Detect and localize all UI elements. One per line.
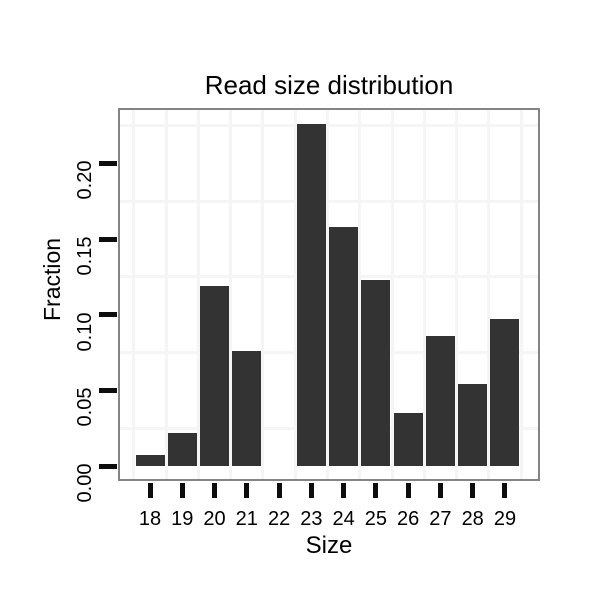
x-tick	[276, 483, 282, 498]
bar	[425, 335, 455, 466]
plot-panel	[118, 108, 540, 481]
x-tick-label: 27	[429, 508, 452, 530]
y-tick-label: 0.00	[74, 463, 96, 503]
x-tick-label: 18	[138, 508, 162, 530]
grid-line-vertical	[132, 110, 136, 479]
x-tick-label: 20	[203, 508, 226, 530]
y-tick-label: 0.05	[74, 387, 96, 427]
x-tick-label: 25	[364, 508, 387, 530]
grid-line-vertical	[519, 110, 523, 479]
y-tick	[99, 387, 117, 393]
y-tick	[99, 312, 117, 318]
y-tick-label: 0.20	[74, 160, 96, 200]
bar	[393, 413, 423, 466]
x-tick-label: 26	[397, 508, 420, 530]
x-tick-label: 19	[171, 508, 194, 530]
bar	[232, 351, 262, 466]
bar	[296, 124, 326, 466]
x-tick-label: 23	[300, 508, 323, 530]
x-tick-label: 28	[461, 508, 484, 530]
x-tick	[341, 483, 347, 498]
y-tick	[99, 463, 117, 469]
x-axis-title: Size	[305, 532, 353, 559]
x-tick	[437, 483, 443, 498]
y-tick	[99, 160, 117, 166]
grid-line-vertical	[229, 110, 233, 479]
y-axis-title: Fraction	[39, 237, 65, 321]
x-tick-label: 24	[332, 508, 355, 530]
y-tick	[99, 236, 117, 242]
grid-line-horizontal	[120, 124, 538, 128]
grid-line-vertical	[358, 110, 362, 479]
grid-line-horizontal	[120, 351, 538, 355]
bar	[200, 285, 230, 466]
x-tick	[373, 483, 379, 498]
bar	[490, 319, 520, 466]
x-tick	[502, 483, 508, 498]
grid-line-vertical	[487, 110, 491, 479]
x-tick-label: 21	[235, 508, 258, 530]
grid-line-vertical	[196, 110, 200, 479]
bar	[458, 384, 488, 466]
x-tick	[179, 483, 185, 498]
grid-line-vertical	[261, 110, 265, 479]
x-tick	[308, 483, 314, 498]
grid-line-horizontal	[120, 199, 538, 203]
bar	[361, 279, 391, 466]
grid-line-vertical	[293, 110, 297, 479]
grid-line-vertical	[325, 110, 329, 479]
x-tick	[470, 483, 476, 498]
x-tick	[212, 483, 218, 498]
grid-line-vertical	[422, 110, 426, 479]
grid-line-horizontal	[120, 275, 538, 279]
x-tick-label: 29	[493, 508, 517, 530]
chart-title: Read size distribution	[204, 70, 454, 100]
x-tick-label: 22	[267, 508, 291, 530]
y-tick-label: 0.15	[74, 236, 96, 276]
x-tick	[244, 483, 250, 498]
grid-line-vertical	[164, 110, 168, 479]
bar	[135, 455, 165, 466]
grid-line-vertical	[455, 110, 459, 479]
grid-line-horizontal	[120, 426, 538, 430]
x-tick	[405, 483, 411, 498]
y-tick-label: 0.10	[74, 312, 96, 352]
bar	[329, 226, 359, 466]
grid-line-vertical	[390, 110, 394, 479]
bar	[167, 432, 197, 466]
x-tick	[147, 483, 153, 498]
